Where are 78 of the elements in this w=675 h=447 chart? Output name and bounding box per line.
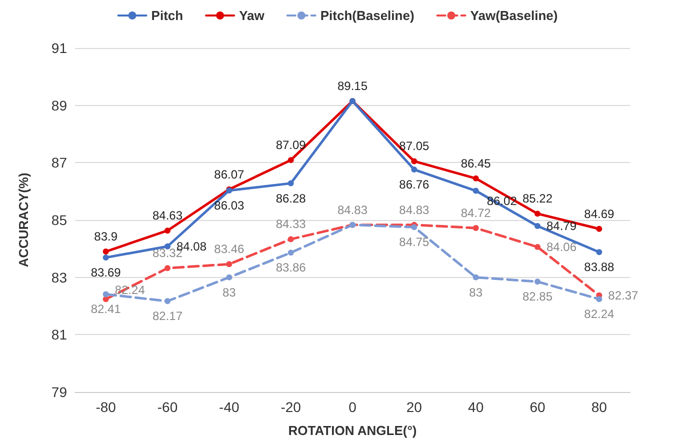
point [472,175,479,182]
point [534,278,540,285]
data-label: 83 [469,285,483,300]
data-label: 83 [222,285,236,300]
point [164,298,170,304]
data-label: 85.22 [522,192,553,206]
data-label: 86.07 [214,167,245,182]
data-label: 83.88 [584,260,615,274]
x-tick-label: 20 [406,399,422,415]
point [164,228,170,234]
point [472,188,479,194]
data-label: 86.45 [460,156,492,170]
x-tick-label: -20 [280,399,302,415]
data-label: 82.24 [584,307,615,322]
data-label: 83.69 [90,266,122,280]
y-tick-label: 81 [51,326,68,343]
y-tick-label: 87 [51,154,68,171]
data-label: 84.63 [152,208,183,223]
data-label: 89.15 [337,79,368,94]
point [102,248,109,255]
legend-label: Pitch [151,8,184,23]
x-tick-label: -40 [219,399,240,415]
data-label: 82.37 [608,288,639,302]
x-tick-label: -80 [96,399,116,415]
data-label: 83.9 [94,230,118,244]
data-label: 82.85 [522,290,553,304]
data-label: 84.72 [460,206,492,220]
point [226,261,232,268]
x-tick-label: 80 [591,399,608,415]
point [164,265,170,272]
legend-label: Pitch(Baseline) [320,8,414,23]
point [226,274,232,280]
data-label: 84.69 [584,206,615,221]
x-axis-title: ROTATION ANGLE(°) [288,423,417,438]
point [288,236,294,242]
y-tick-label: 83 [51,269,68,286]
x-tick-label: 40 [468,399,484,415]
data-label: 82.41 [90,302,122,316]
point [288,157,294,164]
x-tick-label: -60 [157,399,178,415]
data-label: 84.33 [276,217,306,232]
x-tick-label: 0 [348,399,357,415]
data-label: 84.83 [399,202,430,217]
data-label: 84.83 [337,202,368,217]
point [472,274,479,280]
data-label: 87.05 [399,139,430,154]
point [102,254,109,261]
point [534,223,540,230]
point [596,226,602,232]
point [534,210,540,217]
legend-label: Yaw(Baseline) [470,8,558,23]
point [411,158,418,164]
y-tick-label: 91 [51,40,68,56]
data-label: 87.09 [276,138,306,152]
data-label: 86.76 [399,178,430,192]
y-axis-title: ACCURACY(%) [16,172,31,268]
data-label: 83.86 [276,260,306,275]
data-label: 84.75 [399,235,430,250]
point [411,166,418,173]
data-label: 83.46 [214,242,245,256]
data-label: 86.03 [214,198,245,212]
point [596,249,602,256]
point [596,296,602,302]
data-label: 86.28 [276,191,306,206]
y-tick-label: 89 [51,97,68,114]
data-label: 84.79 [546,219,577,234]
y-tick-label: 79 [51,384,68,400]
point [288,250,294,256]
point [288,180,294,186]
x-tick-label: 60 [530,399,546,415]
point [472,225,479,232]
legend-label: Yaw [239,8,266,23]
point [102,291,109,298]
data-label: 84.06 [546,240,577,254]
point [534,244,540,250]
data-label: 82.17 [152,309,183,324]
y-tick-label: 85 [51,212,68,228]
point [411,224,418,230]
